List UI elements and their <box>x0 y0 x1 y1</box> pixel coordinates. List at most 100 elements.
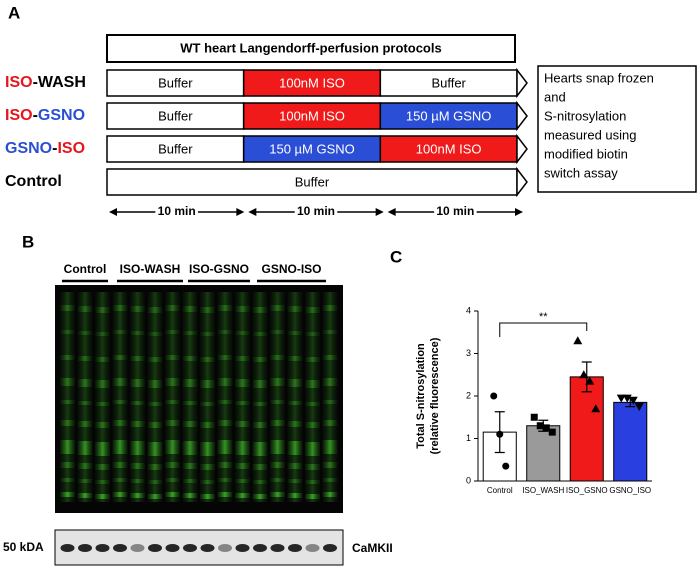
band <box>235 441 250 455</box>
band <box>287 306 303 312</box>
band <box>322 478 338 482</box>
band <box>235 421 250 427</box>
band <box>60 440 75 454</box>
band <box>112 400 128 404</box>
loading-band <box>323 544 337 552</box>
outcome-text: S-nitrosylation <box>544 108 626 123</box>
marker-label: 50 kDA <box>3 540 44 554</box>
segment-label: Buffer <box>158 75 193 90</box>
data-point <box>536 422 544 430</box>
band <box>235 306 250 312</box>
band <box>60 478 75 482</box>
band <box>112 492 128 497</box>
band <box>305 494 320 499</box>
time-arrow-head <box>387 208 396 216</box>
x-tick-label: ISO_WASH <box>522 486 564 495</box>
band <box>147 307 163 313</box>
segment-label: Buffer <box>295 174 330 189</box>
data-point <box>573 336 583 345</box>
x-tick-label: GSNO_ISO <box>609 486 651 495</box>
y-tick-label: 2 <box>466 390 471 400</box>
band <box>235 401 250 405</box>
row-label-part: - <box>33 107 38 124</box>
data-point <box>634 403 644 412</box>
panel-letter: A <box>8 3 20 22</box>
panel-letter: C <box>390 247 402 266</box>
lane <box>217 292 233 502</box>
protocol-segment <box>106 102 245 130</box>
data-point <box>585 376 595 385</box>
band <box>200 332 215 336</box>
title-box <box>106 34 516 63</box>
band <box>217 378 233 386</box>
band <box>252 494 268 499</box>
data-point <box>622 394 632 403</box>
band <box>77 331 93 335</box>
band <box>217 355 233 360</box>
band <box>200 464 215 470</box>
band <box>77 379 93 387</box>
x-tick-label: Control <box>487 486 513 495</box>
data-point <box>579 370 589 379</box>
band <box>77 463 93 469</box>
band <box>270 478 285 482</box>
band <box>147 332 163 336</box>
bar <box>569 376 604 482</box>
band <box>95 422 110 428</box>
segment-label: 100nM ISO <box>279 108 345 123</box>
time-arrow-head <box>236 208 245 216</box>
band <box>77 479 93 483</box>
band <box>305 402 320 406</box>
band <box>252 357 268 362</box>
protocol-segment <box>242 69 382 97</box>
band <box>270 305 285 311</box>
band <box>112 305 128 311</box>
band <box>60 378 75 386</box>
protocol-segment <box>106 135 245 163</box>
band <box>322 305 338 311</box>
row-label-part: -WASH <box>33 74 86 91</box>
band <box>130 441 145 455</box>
band <box>305 480 320 484</box>
band <box>287 479 303 483</box>
outcome-text: switch assay <box>544 165 618 180</box>
band <box>147 464 163 470</box>
protocol-segment <box>379 135 518 163</box>
protocol-segment <box>106 168 518 196</box>
data-point <box>542 424 550 432</box>
y-tick-label: 1 <box>466 433 471 443</box>
band <box>165 420 180 426</box>
row-label-part: GSNO <box>38 107 85 124</box>
segment-label: Buffer <box>158 108 193 123</box>
time-arrow-head <box>515 208 523 216</box>
row-label-part: ISO <box>5 107 33 124</box>
band <box>182 401 198 405</box>
lane <box>287 292 303 502</box>
band <box>77 493 93 498</box>
band <box>147 442 163 456</box>
y-axis-label: (relative fluorescence) <box>429 337 441 454</box>
band <box>270 355 285 360</box>
time-arrow-head <box>109 208 117 216</box>
band <box>200 380 215 388</box>
band <box>270 378 285 386</box>
outcome-text: Hearts snap frozen <box>544 70 654 85</box>
lane <box>200 292 215 502</box>
band <box>165 462 180 468</box>
band <box>305 422 320 428</box>
loading-band <box>113 544 127 552</box>
band <box>182 379 198 387</box>
band <box>200 357 215 362</box>
lane <box>252 292 268 502</box>
band <box>165 440 180 454</box>
band <box>130 401 145 405</box>
band <box>130 306 145 312</box>
data-point <box>502 462 510 470</box>
band <box>60 492 75 497</box>
lane <box>322 292 338 502</box>
band <box>60 462 75 468</box>
band <box>200 402 215 406</box>
protocol-segment <box>379 102 518 130</box>
outcome-text: and <box>544 89 566 104</box>
segment-label: Buffer <box>431 75 466 90</box>
